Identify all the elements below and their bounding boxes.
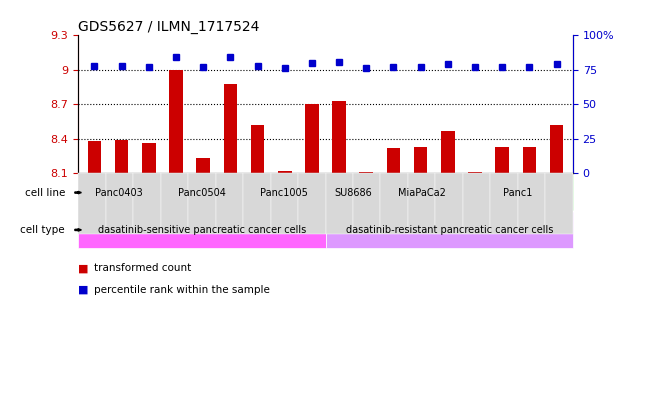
Text: cell type: cell type [20,225,65,235]
Text: transformed count: transformed count [94,263,191,273]
Bar [359,172,373,173]
Bar [550,125,563,173]
Bar [414,147,428,173]
Bar [495,147,509,173]
Bar [441,130,454,173]
Bar [197,158,210,173]
Bar [305,104,319,173]
Text: ■: ■ [78,285,89,295]
Text: dasatinib-resistant pancreatic cancer cells: dasatinib-resistant pancreatic cancer ce… [346,225,553,235]
Text: Panc0504: Panc0504 [178,187,226,198]
Bar [115,140,128,173]
Bar [223,83,237,173]
Bar [387,148,400,173]
Bar [142,143,156,173]
Text: dasatinib-sensitive pancreatic cancer cells: dasatinib-sensitive pancreatic cancer ce… [98,225,306,235]
Text: ■: ■ [78,263,89,273]
Bar [468,172,482,173]
Bar [523,147,536,173]
Bar [251,125,264,173]
Text: GDS5627 / ILMN_1717524: GDS5627 / ILMN_1717524 [78,20,260,34]
Text: percentile rank within the sample: percentile rank within the sample [94,285,270,295]
Text: Panc1: Panc1 [503,187,533,198]
Text: SU8686: SU8686 [334,187,372,198]
Text: Panc1005: Panc1005 [260,187,308,198]
Text: cell line: cell line [25,187,65,198]
Bar [88,141,101,173]
Bar [278,171,292,173]
Bar [332,101,346,173]
Text: Panc0403: Panc0403 [96,187,143,198]
Text: MiaPaCa2: MiaPaCa2 [398,187,446,198]
Bar [169,70,183,173]
